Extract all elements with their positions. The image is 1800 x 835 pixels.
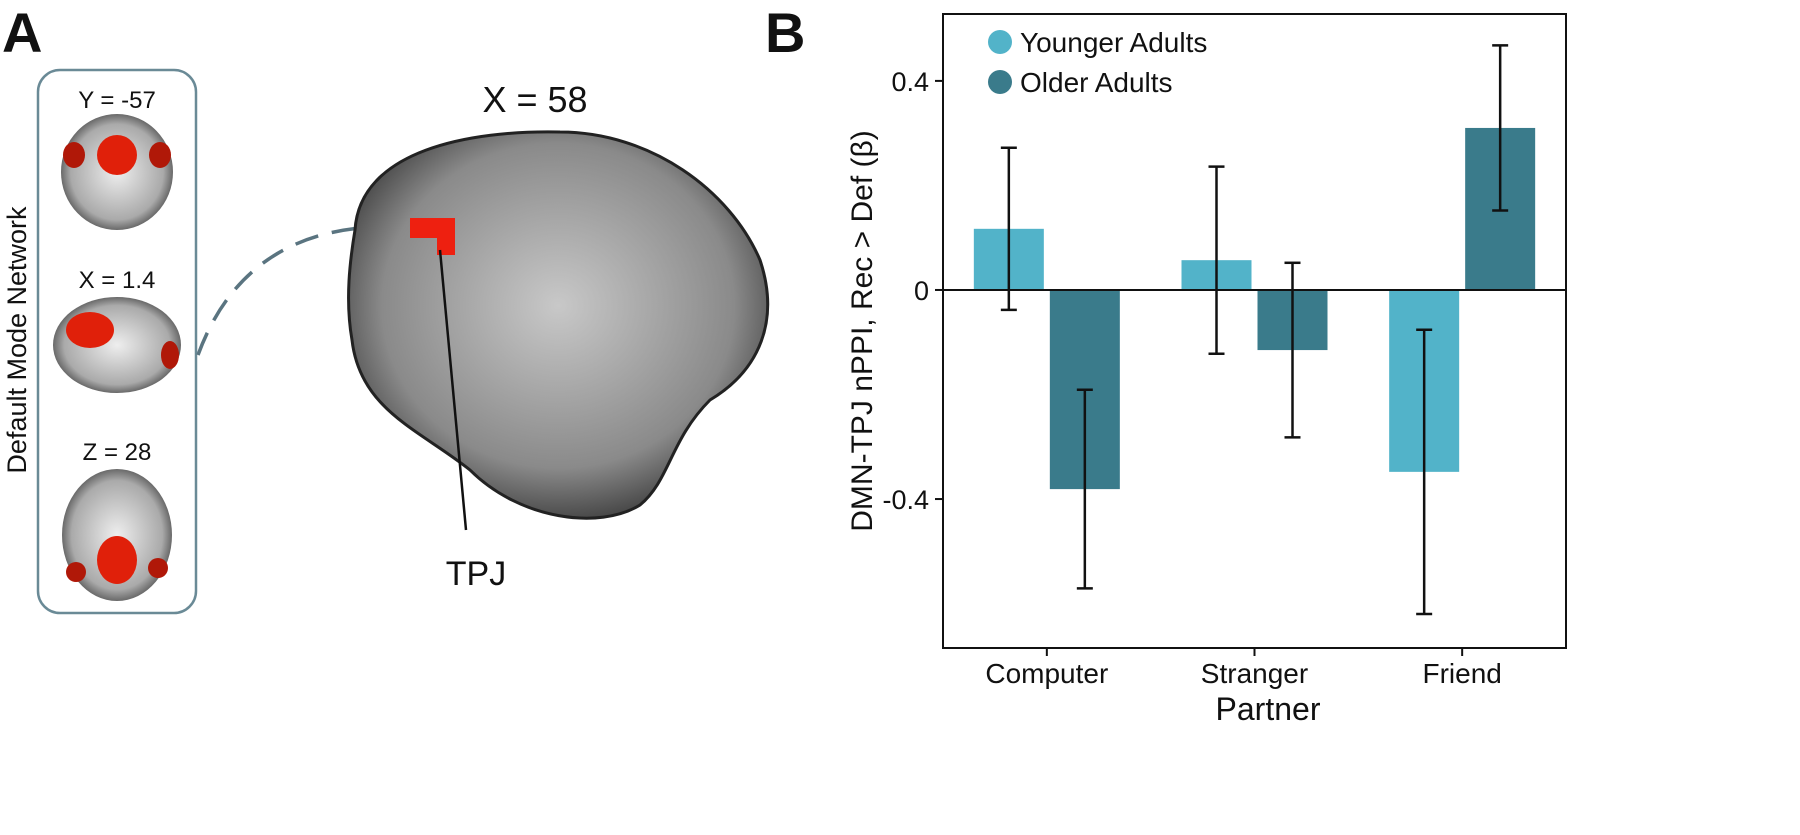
- network-box: [36, 68, 198, 615]
- slice-label: X = 1.4: [79, 267, 156, 294]
- network-title: Default Mode Network: [2, 206, 32, 474]
- activation: [63, 142, 85, 168]
- panel-label: B: [765, 1, 805, 64]
- activation: [161, 341, 179, 369]
- x-tick-label: Computer: [985, 658, 1108, 689]
- slice-label: Y = -57: [78, 87, 156, 114]
- panel-label: A: [2, 1, 42, 64]
- slice-label: Z = 28: [83, 439, 152, 466]
- sagittal-title: X = 58: [482, 79, 587, 120]
- activation: [66, 312, 114, 348]
- legend-label: Younger Adults: [1020, 27, 1207, 58]
- connector: [196, 226, 361, 356]
- tpj-roi: [410, 218, 455, 255]
- x-tick-label: Friend: [1422, 658, 1501, 689]
- activation: [148, 558, 168, 578]
- brain-slice: [53, 297, 181, 393]
- legend-label: Older Adults: [1020, 67, 1173, 98]
- pointer: [438, 249, 468, 531]
- plot-frame: [942, 13, 1567, 649]
- brain-sagittal: [347, 130, 770, 520]
- legend-marker: [988, 30, 1012, 54]
- x-tick-label: Stranger: [1201, 658, 1308, 689]
- y-tick-label: 0: [914, 276, 929, 306]
- activation: [66, 562, 86, 582]
- activation: [97, 536, 137, 584]
- y-axis-label: DMN-TPJ nPPI, Rec > Def (β): [846, 130, 879, 531]
- activation: [149, 142, 171, 168]
- y-tick-label: -0.4: [882, 485, 929, 515]
- y-tick-label: 0.4: [891, 67, 929, 97]
- brain-slice: [62, 469, 172, 601]
- roi-label: TPJ: [446, 555, 506, 593]
- x-axis-label: Partner: [1216, 691, 1321, 727]
- legend-marker: [988, 70, 1012, 94]
- activation: [97, 135, 137, 175]
